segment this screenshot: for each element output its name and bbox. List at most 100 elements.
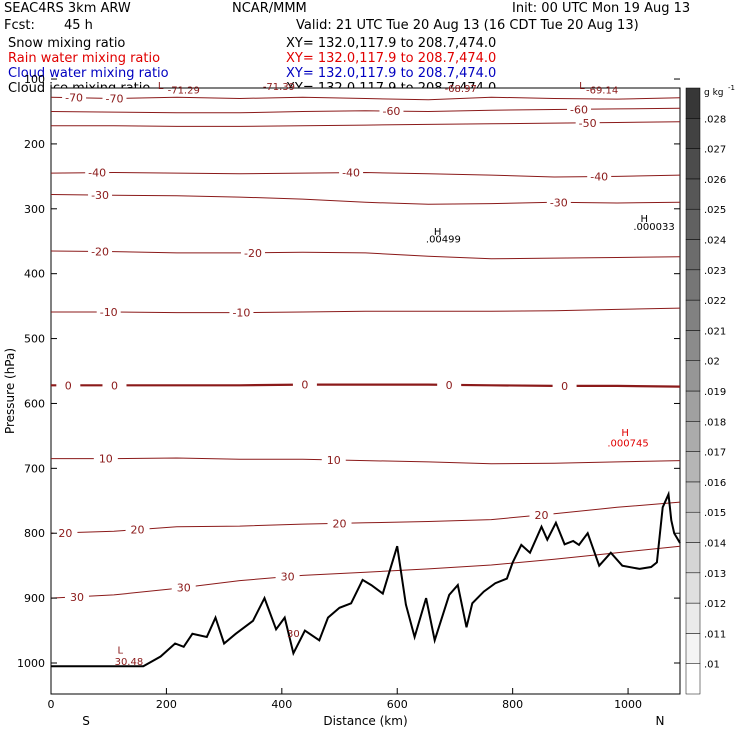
contour-label: -20: [91, 245, 109, 258]
colorbar-level-label: .02: [704, 357, 720, 368]
colorbar-level-label: .015: [704, 508, 726, 519]
contour-label-bg: [546, 196, 571, 209]
contour-label: 20: [58, 527, 72, 540]
field-name-cloud-water: Cloud water mixing ratio: [8, 66, 169, 81]
colorbar-cell: [685, 511, 701, 543]
contour-label: -70: [105, 92, 123, 105]
model-title: SEAC4RS 3km ARW: [4, 1, 131, 16]
colorbar-cell: [685, 360, 701, 392]
contour-label-bg: [437, 378, 462, 391]
contour-label: 30: [70, 591, 84, 604]
colorbar-cell: [685, 542, 701, 574]
contour-label: 0: [561, 380, 568, 393]
annotation-label: H: [434, 227, 442, 238]
y-tick-label: 200: [24, 138, 45, 151]
contour-label-bg: [292, 378, 317, 391]
contour-line-10: [51, 457, 681, 465]
contour-label: 20: [535, 509, 549, 522]
x-axis-title: Distance (km): [323, 714, 407, 728]
contour-line--10: [51, 307, 681, 314]
colorbar-cell: [685, 602, 701, 634]
contour-label: -40: [88, 167, 106, 180]
colorbar-level-label: .028: [704, 114, 726, 125]
colorbar-cell: [685, 239, 701, 271]
contour-line-30: [50, 545, 681, 599]
colorbar-cell: [685, 421, 701, 452]
annotation-label: -69.14: [586, 85, 618, 96]
contour-label: -40: [342, 167, 360, 180]
contour-label: -60: [570, 103, 588, 116]
contour-label-bg: [102, 92, 127, 105]
direction-left: S: [82, 714, 90, 728]
contour-label: -60: [382, 105, 400, 118]
y-axis-title: Pressure (hPa): [3, 348, 17, 434]
contour-label: 0: [65, 379, 72, 392]
colorbar-cell: [685, 269, 701, 301]
org-label: NCAR/MMM: [232, 1, 307, 16]
contour-label-bg: [62, 91, 87, 104]
contour-label: 0: [446, 379, 453, 392]
contour-line--20: [50, 250, 681, 260]
contour-label-bg: [53, 526, 78, 539]
colorbar-cell: [685, 481, 701, 513]
contour-label: 30: [281, 571, 295, 584]
contour-label: -50: [579, 117, 597, 130]
contour-label: -30: [91, 189, 109, 202]
annotation-label: L: [117, 645, 123, 656]
y-tick-label: 300: [24, 203, 45, 216]
colorbar-cell: [685, 390, 701, 422]
contour-label: 30: [177, 582, 191, 595]
colorbar-cell: [685, 118, 701, 149]
plot-frame: [50, 87, 681, 695]
annotation-label: 30: [287, 629, 300, 640]
y-tick-label: 100: [24, 73, 45, 86]
colorbar-level-label: .011: [704, 629, 726, 640]
contour-line-20: [50, 501, 681, 534]
colorbar-level-label: .01: [704, 660, 720, 671]
valid-time: Valid: 21 UTC Tue 20 Aug 13 (16 CDT Tue …: [296, 18, 639, 33]
contour-label-bg: [229, 306, 254, 319]
colorbar-cell: [685, 330, 701, 361]
y-tick-label: 500: [24, 333, 45, 346]
contour-label-bg: [85, 166, 110, 179]
contour-label: -10: [100, 306, 118, 319]
colorbar-unit: g kg: [704, 88, 724, 98]
contour-label-bg: [327, 517, 352, 530]
annotation-label: 30.48: [115, 657, 144, 668]
terrain-line: [51, 490, 681, 668]
contour-label-bg: [171, 581, 196, 594]
y-tick-label: 800: [24, 527, 45, 540]
contour-label-bg: [240, 246, 265, 259]
contour-label: 0: [111, 379, 118, 392]
colorbar-cell: [685, 87, 701, 119]
contour-label: 10: [99, 453, 113, 466]
colorbar-level-label: .022: [704, 296, 726, 307]
x-tick-label: 0: [48, 698, 55, 711]
contour-label: -30: [550, 196, 568, 209]
colorbar-level-label: .016: [704, 478, 726, 489]
annotation-label: L: [579, 81, 585, 92]
contour-line--30: [50, 194, 681, 205]
colorbar-cell: [685, 663, 701, 695]
contour-label-bg: [379, 105, 404, 118]
annotation-label: H: [621, 428, 629, 439]
colorbar-cell: [685, 633, 701, 664]
colorbar-level-label: .017: [704, 448, 726, 459]
x-tick-label: 400: [271, 698, 292, 711]
contour-label: -10: [232, 307, 250, 320]
colorbar-level-label: .027: [704, 145, 726, 156]
annotation-label: H: [640, 214, 648, 225]
field-xy-cloud-water: XY= 132.0,117.9 to 208.7,474.0: [286, 66, 497, 81]
contour-label: 10: [327, 454, 341, 467]
colorbar-level-label: .021: [704, 326, 726, 337]
annotation-label: -71.39: [263, 82, 295, 93]
y-tick-label: 1000: [17, 657, 45, 670]
contour-label-bg: [102, 379, 127, 392]
colorbar-cell: [685, 451, 701, 483]
contour-label: -70: [65, 92, 83, 105]
colorbar-cell: [685, 178, 701, 210]
colorbar-cell: [685, 299, 701, 331]
contour-label-bg: [56, 379, 81, 392]
direction-right: N: [656, 714, 665, 728]
